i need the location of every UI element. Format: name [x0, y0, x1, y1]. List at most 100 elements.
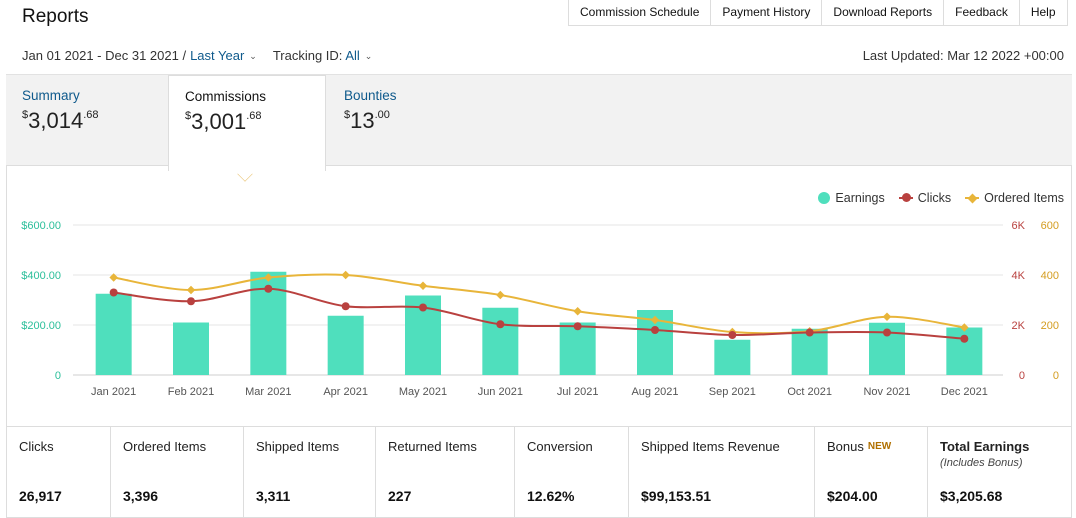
stat-bonus: Bonus NEW $204.00 — [815, 427, 928, 517]
clicks-point — [341, 302, 350, 311]
new-badge: NEW — [867, 441, 892, 452]
x-axis-tick: Jan 2021 — [91, 386, 136, 398]
legend-ordered-label: Ordered Items — [984, 191, 1064, 205]
tab-summary-amount: $3,014.68 — [22, 108, 150, 134]
stat-label: Total Earnings — [940, 439, 1030, 454]
x-axis-tick: Mar 2021 — [245, 386, 291, 398]
stat-label: Clicks — [19, 439, 54, 454]
clicks-marker — [901, 193, 911, 202]
chevron-down-icon: ⌄ — [364, 51, 373, 61]
tab-summary[interactable]: Summary $3,014.68 — [6, 75, 166, 167]
stat-shipped-revenue: Shipped Items Revenue $99,153.51 — [629, 427, 815, 517]
stat-value: 26,917 — [19, 488, 62, 504]
clicks-point — [805, 328, 814, 337]
amount-cents: .00 — [374, 109, 390, 121]
stat-conversion: Conversion 12.62% — [515, 427, 629, 517]
stat-label: Ordered Items — [123, 439, 207, 454]
earnings-bar — [714, 339, 751, 375]
clicks-point — [264, 284, 273, 293]
right-axis-ordered-tick: 400 — [1041, 270, 1059, 282]
tab-summary-label: Summary — [22, 88, 80, 103]
stat-ordered-items: Ordered Items 3,396 — [111, 427, 244, 517]
ordered-items-point — [650, 315, 660, 325]
currency-symbol: $ — [344, 109, 351, 121]
stat-label: Shipped Items Revenue — [641, 439, 780, 454]
tab-bounties-amount: $13.00 — [344, 108, 472, 134]
left-axis-tick: $400.00 — [21, 270, 61, 282]
ordered-items-point — [496, 290, 505, 300]
right-axis-ordered-tick: 200 — [1041, 320, 1059, 332]
clicks-point — [651, 326, 659, 334]
clicks-swatch — [898, 193, 913, 203]
tab-commissions-label: Commissions — [185, 89, 267, 104]
amount-whole: 3,014 — [28, 108, 84, 133]
stat-value: $3,205.68 — [940, 488, 1003, 504]
stat-value: 227 — [388, 488, 412, 504]
clicks-point — [573, 322, 582, 331]
stat-total-earnings: Total Earnings (Includes Bonus) $3,205.6… — [928, 427, 1071, 517]
download-reports-link[interactable]: Download Reports — [822, 0, 945, 25]
x-axis-tick: May 2021 — [399, 386, 447, 398]
x-axis-tick: Jul 2021 — [557, 386, 599, 398]
x-axis-tick: Feb 2021 — [168, 386, 214, 398]
tab-commissions[interactable]: Commissions $3,001.68 — [168, 75, 326, 171]
earnings-swatch — [818, 192, 831, 204]
x-axis-tick: Aug 2021 — [631, 386, 678, 398]
x-axis-tick: Nov 2021 — [863, 386, 910, 398]
tab-commissions-amount: $3,001.68 — [185, 109, 309, 135]
clicks-line — [113, 287, 965, 340]
right-axis-ordered-tick: 600 — [1041, 220, 1059, 232]
legend-clicks[interactable]: Clicks — [898, 191, 952, 205]
ordered-items-point — [186, 285, 196, 295]
x-axis-tick: Oct 2021 — [787, 386, 832, 398]
earnings-chart: 0 0 0 $200.00 2K 200 $400.00 4K 400 $600.00 6K 600 J… — [21, 220, 1059, 398]
ordered-items-line — [113, 273, 965, 335]
stat-label: Conversion — [527, 439, 593, 454]
legend-ordered-items[interactable]: Ordered Items — [965, 191, 1064, 205]
right-axis-clicks-tick: 0 — [1019, 370, 1025, 382]
stat-label: Bonus NEW — [827, 439, 915, 454]
stat-value: 12.62% — [527, 488, 575, 504]
bonus-label: Bonus — [827, 439, 864, 454]
ordered-items-point — [341, 270, 350, 280]
tracking-id-dropdown[interactable]: Tracking ID: All ⌄ — [273, 48, 373, 63]
stat-clicks: Clicks 26,917 — [7, 427, 111, 517]
feedback-link[interactable]: Feedback — [944, 0, 1020, 25]
ordered-items-point — [109, 273, 118, 282]
ordered-items-point — [418, 281, 428, 290]
stat-value: 3,311 — [256, 488, 291, 504]
help-link[interactable]: Help — [1020, 0, 1068, 25]
right-axis-clicks-tick: 4K — [1012, 270, 1026, 282]
period-dropdown[interactable]: Last Year ⌄ — [190, 48, 257, 63]
earnings-bar — [946, 327, 983, 375]
ordered-items-point — [960, 323, 969, 332]
chart-legend: Earnings Clicks Ordered Items — [818, 191, 1064, 205]
stat-returned-items: Returned Items 227 — [376, 427, 515, 517]
currency-symbol: $ — [185, 110, 192, 122]
tracking-label: Tracking ID: — [272, 48, 343, 63]
payment-history-link[interactable]: Payment History — [711, 0, 823, 25]
right-axis-ordered-tick: 0 — [1053, 370, 1059, 382]
clicks-point — [187, 297, 195, 306]
currency-symbol: $ — [22, 109, 29, 121]
chart-container: 0 0 0 $200.00 2K 200 $400.00 4K 400 $600.00 6K 600 J… — [6, 166, 1072, 426]
legend-clicks-label: Clicks — [917, 191, 952, 205]
report-tabs: Summary $3,014.68 Commissions $3,001.68 … — [6, 74, 1072, 171]
last-updated: Last Updated: Mar 12 2022 +00:00 — [862, 48, 1064, 63]
stat-shipped-items: Shipped Items 3,311 — [244, 427, 376, 517]
earnings-bar — [482, 307, 519, 375]
stat-value: $99,153.51 — [641, 488, 712, 504]
stat-sublabel: (Includes Bonus) — [940, 457, 1023, 469]
ordered-items-swatch — [965, 193, 980, 203]
earnings-bar — [173, 322, 209, 375]
x-axis-tick: Jun 2021 — [478, 386, 523, 398]
top-navigation: Commission Schedule Payment History Down… — [568, 0, 1068, 26]
stat-label: Shipped Items — [256, 439, 340, 454]
ordered-items-point — [882, 312, 892, 321]
tab-bounties[interactable]: Bounties $13.00 — [328, 75, 488, 167]
clicks-point — [883, 328, 891, 337]
left-axis-tick: $600.00 — [21, 220, 61, 232]
commission-schedule-link[interactable]: Commission Schedule — [569, 0, 712, 25]
earnings-bar — [327, 315, 364, 375]
legend-earnings[interactable]: Earnings — [818, 191, 885, 205]
